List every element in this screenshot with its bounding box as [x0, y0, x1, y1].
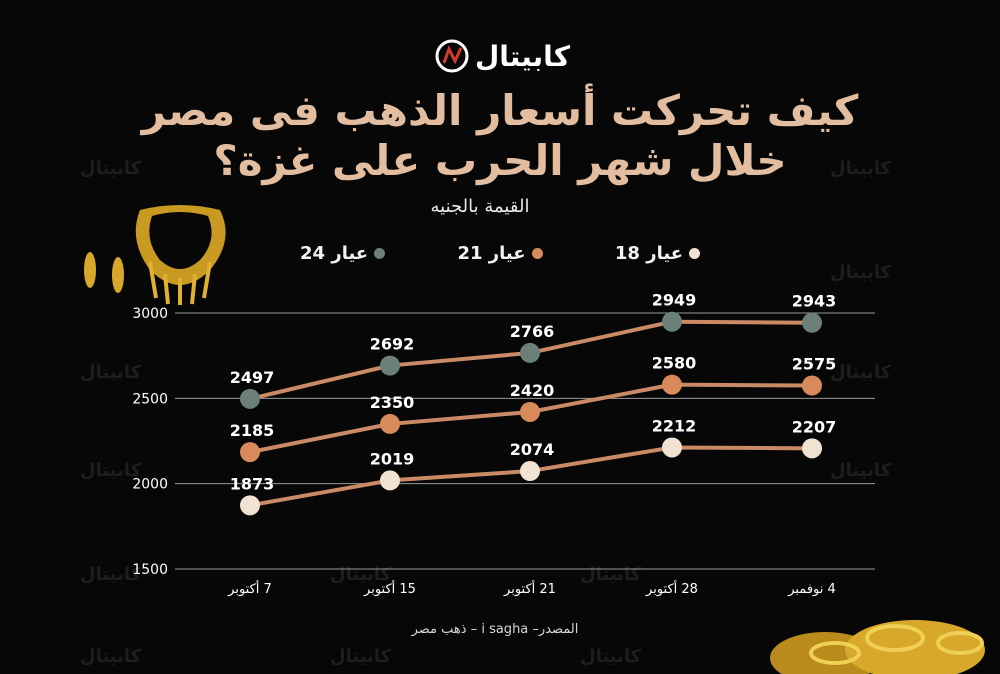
y-tick-label: 3000: [132, 306, 168, 322]
legend-dot: [531, 247, 543, 259]
data-point: [240, 495, 260, 516]
data-label: 2580: [652, 354, 697, 373]
gold-jewelry-icon: [770, 620, 985, 674]
x-tick-label: 28 أكتوبر: [645, 580, 698, 597]
brand-logo: كابيتال: [410, 34, 595, 78]
data-point: [520, 461, 540, 482]
data-point: [380, 470, 400, 491]
data-label: 2497: [230, 368, 275, 387]
data-point: [802, 375, 822, 396]
data-label: 2949: [652, 291, 697, 310]
data-label: 2692: [370, 335, 415, 354]
legend-item-21: عيار 21: [457, 240, 543, 266]
legend-dot: [689, 247, 700, 259]
data-point: [240, 442, 260, 463]
data-point: [802, 312, 822, 333]
data-label: 2207: [792, 417, 837, 436]
data-point: [662, 374, 682, 395]
y-tick-label: 2000: [132, 477, 168, 493]
data-label: 2212: [652, 416, 697, 435]
data-label: 1873: [230, 474, 275, 493]
unit-label: القيمة بالجنيه: [430, 196, 530, 217]
legend-label: عيار 24: [300, 242, 369, 264]
x-tick-label: 7 أكتوبر: [227, 580, 272, 597]
legend-label: عيار 21: [457, 242, 526, 264]
data-point: [240, 388, 260, 409]
data-point: [662, 437, 682, 458]
legend-label: عيار 18: [614, 242, 683, 264]
data-label: 2185: [230, 421, 275, 440]
gold-necklace-icon: [84, 205, 226, 305]
legend-dot: [374, 247, 386, 259]
x-tick-label: 4 نوفمبر: [787, 582, 836, 597]
x-tick-label: 21 أكتوبر: [503, 580, 556, 597]
data-point: [520, 342, 540, 363]
y-tick-label: 1500: [132, 562, 168, 578]
data-point: [520, 401, 540, 422]
source-note: المصدر– i sagha – ذهب مصر: [411, 622, 579, 637]
legend-item-24: عيار 24: [300, 240, 386, 266]
data-label: 2766: [510, 322, 555, 341]
data-label: 2019: [370, 449, 415, 468]
logo-mark-icon: [435, 39, 469, 73]
logo-text: كابيتال: [475, 39, 570, 73]
data-point: [662, 311, 682, 332]
data-label: 2350: [370, 393, 415, 412]
data-label: 2420: [510, 381, 555, 400]
title-line-1: كيف تحركت أسعار الذهب فى مصر: [141, 86, 859, 135]
legend: عيار 24 عيار 21 عيار 18: [300, 240, 700, 266]
data-label: 2575: [792, 355, 837, 374]
legend-item-18: عيار 18: [615, 240, 700, 266]
data-point: [380, 355, 400, 376]
y-tick-label: 2500: [132, 391, 168, 407]
x-tick-label: 15 أكتوبر: [363, 580, 416, 597]
data-label: 2943: [792, 292, 837, 311]
title-line-2: خلال شهر الحرب على غزة؟: [213, 136, 787, 185]
data-point: [380, 413, 400, 434]
data-point: [802, 438, 822, 459]
data-label: 2074: [510, 440, 555, 459]
